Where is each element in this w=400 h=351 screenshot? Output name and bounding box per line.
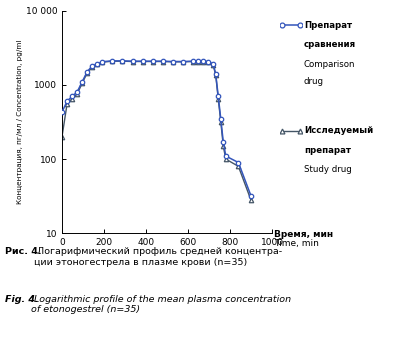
Text: сравнения: сравнения: [304, 40, 356, 49]
Text: Логарифмический профиль средней концентра-
ции этоногестрела в плазме крови (n=3: Логарифмический профиль средней концентр…: [34, 247, 282, 267]
Text: Рис. 4.: Рис. 4.: [5, 247, 42, 257]
Text: Исследуемый: Исследуемый: [304, 126, 373, 135]
Text: Logarithmic profile of the mean plasma concentration
of etonogestrel (n=35): Logarithmic profile of the mean plasma c…: [31, 295, 291, 314]
Text: Comparison: Comparison: [304, 60, 356, 69]
Text: Fig. 4.: Fig. 4.: [5, 295, 38, 304]
Y-axis label: Концентрация, пг/мл / Concentration, pg/ml: Концентрация, пг/мл / Concentration, pg/…: [17, 40, 23, 204]
Text: Время, мин: Время, мин: [274, 230, 333, 239]
Text: препарат: препарат: [304, 146, 351, 155]
Text: drug: drug: [304, 77, 324, 86]
Text: Time, min: Time, min: [274, 239, 319, 249]
Text: Study drug: Study drug: [304, 165, 352, 174]
Text: Препарат: Препарат: [304, 21, 352, 30]
